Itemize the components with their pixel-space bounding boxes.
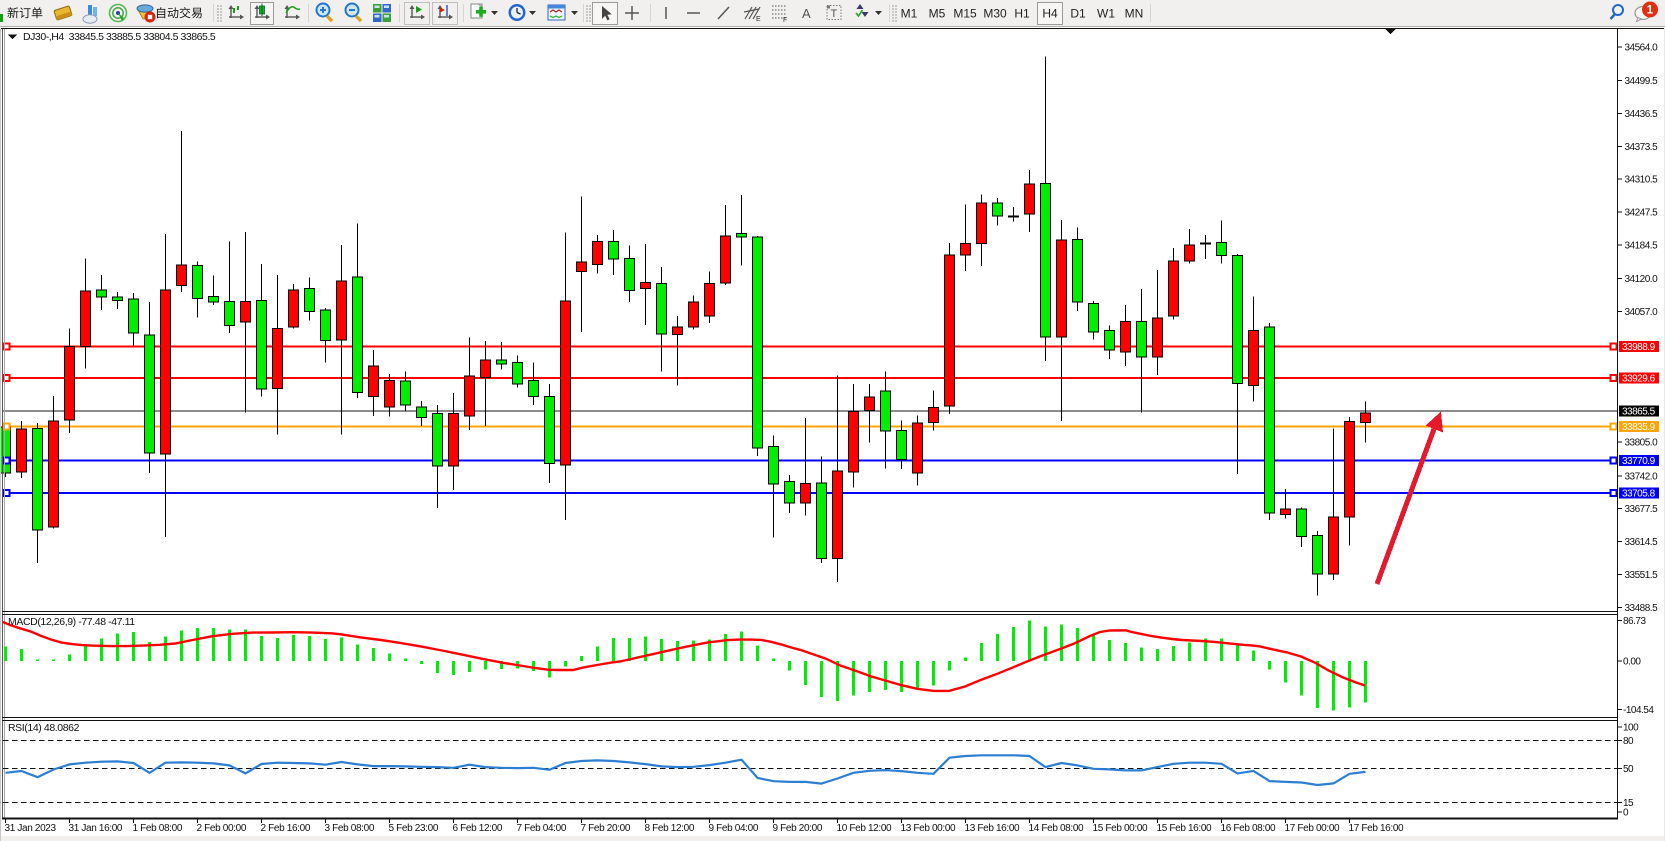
svg-text:33677.5: 33677.5 — [1625, 504, 1659, 515]
svg-text:15 Feb 16:00: 15 Feb 16:00 — [1157, 823, 1213, 834]
svg-text:33805.0: 33805.0 — [1625, 438, 1659, 449]
svg-text:33705.8: 33705.8 — [1622, 489, 1656, 500]
svg-text:33614.5: 33614.5 — [1625, 537, 1659, 548]
svg-text:34184.5: 34184.5 — [1625, 240, 1659, 251]
svg-text:9 Feb 20:00: 9 Feb 20:00 — [773, 823, 823, 834]
svg-text:E: E — [756, 16, 761, 23]
svg-text:8 Feb 12:00: 8 Feb 12:00 — [645, 823, 695, 834]
svg-text:2 Feb 00:00: 2 Feb 00:00 — [197, 823, 247, 834]
svg-text:W1: W1 — [1097, 7, 1115, 21]
svg-text:9 Feb 04:00: 9 Feb 04:00 — [709, 823, 759, 834]
svg-text:33988.9: 33988.9 — [1622, 342, 1656, 353]
svg-text:17 Feb 00:00: 17 Feb 00:00 — [1285, 823, 1341, 834]
svg-text:0: 0 — [1623, 808, 1629, 819]
svg-text:34499.5: 34499.5 — [1625, 76, 1659, 87]
svg-text:RSI(14) 48.0862: RSI(14) 48.0862 — [8, 722, 80, 734]
svg-text:34373.5: 34373.5 — [1625, 142, 1659, 153]
svg-text:15 Feb 00:00: 15 Feb 00:00 — [1093, 823, 1149, 834]
svg-text:2 Feb 16:00: 2 Feb 16:00 — [261, 823, 311, 834]
svg-text:31 Jan 16:00: 31 Jan 16:00 — [69, 823, 123, 834]
svg-text:13 Feb 00:00: 13 Feb 00:00 — [901, 823, 957, 834]
svg-text:33865.5: 33865.5 — [1622, 407, 1656, 418]
svg-text:16 Feb 08:00: 16 Feb 08:00 — [1221, 823, 1277, 834]
svg-text:H4: H4 — [1042, 7, 1058, 21]
svg-text:1: 1 — [1647, 5, 1654, 17]
svg-text:M30: M30 — [983, 7, 1007, 21]
svg-text:14 Feb 08:00: 14 Feb 08:00 — [1029, 823, 1085, 834]
svg-text:31 Jan 2023: 31 Jan 2023 — [5, 823, 57, 834]
svg-text:34057.0: 34057.0 — [1625, 307, 1659, 318]
svg-text:33488.5: 33488.5 — [1625, 603, 1659, 614]
svg-text:34564.0: 34564.0 — [1625, 43, 1659, 54]
svg-text:7 Feb 04:00: 7 Feb 04:00 — [517, 823, 567, 834]
svg-text:33770.9: 33770.9 — [1622, 456, 1656, 467]
svg-text:17 Feb 16:00: 17 Feb 16:00 — [1349, 823, 1405, 834]
svg-text:100: 100 — [1623, 723, 1639, 734]
svg-text:80: 80 — [1623, 736, 1634, 747]
svg-text:DJ30-,H4 33845.5 33885.5 3380: DJ30-,H4 33845.5 33885.5 33804.5 33865.5 — [23, 31, 216, 43]
svg-text:33835.9: 33835.9 — [1622, 422, 1656, 433]
svg-text:34436.5: 34436.5 — [1625, 109, 1659, 120]
svg-text:33929.6: 33929.6 — [1622, 374, 1656, 385]
svg-text:3 Feb 08:00: 3 Feb 08:00 — [325, 823, 375, 834]
svg-text:H1: H1 — [1014, 7, 1030, 21]
svg-text:D1: D1 — [1070, 7, 1086, 21]
svg-text:M1: M1 — [901, 7, 918, 21]
svg-text:0.00: 0.00 — [1623, 657, 1641, 668]
svg-text:M15: M15 — [953, 7, 977, 21]
svg-text:5 Feb 23:00: 5 Feb 23:00 — [389, 823, 439, 834]
svg-text:33551.5: 33551.5 — [1625, 570, 1659, 581]
svg-text:33742.0: 33742.0 — [1625, 472, 1659, 483]
svg-text:-104.54: -104.54 — [1623, 705, 1654, 716]
svg-text:34120.0: 34120.0 — [1625, 274, 1659, 285]
svg-text:1 Feb 08:00: 1 Feb 08:00 — [133, 823, 183, 834]
svg-text:T: T — [831, 8, 838, 20]
svg-text:MACD(12,26,9) -77.48 -47.11: MACD(12,26,9) -77.48 -47.11 — [8, 616, 135, 628]
svg-text:A: A — [802, 6, 811, 21]
svg-text:7 Feb 20:00: 7 Feb 20:00 — [581, 823, 631, 834]
svg-text:86.73: 86.73 — [1623, 616, 1646, 627]
svg-text:F: F — [783, 17, 787, 24]
svg-text:50: 50 — [1623, 764, 1634, 775]
svg-text:13 Feb 16:00: 13 Feb 16:00 — [965, 823, 1021, 834]
svg-text:6 Feb 12:00: 6 Feb 12:00 — [453, 823, 503, 834]
svg-text:MN: MN — [1125, 7, 1144, 21]
svg-text:34247.5: 34247.5 — [1625, 208, 1659, 219]
svg-text:M5: M5 — [929, 7, 946, 21]
svg-text:10 Feb 12:00: 10 Feb 12:00 — [837, 823, 893, 834]
svg-text:34310.5: 34310.5 — [1625, 175, 1659, 186]
svg-text:15: 15 — [1623, 798, 1634, 809]
